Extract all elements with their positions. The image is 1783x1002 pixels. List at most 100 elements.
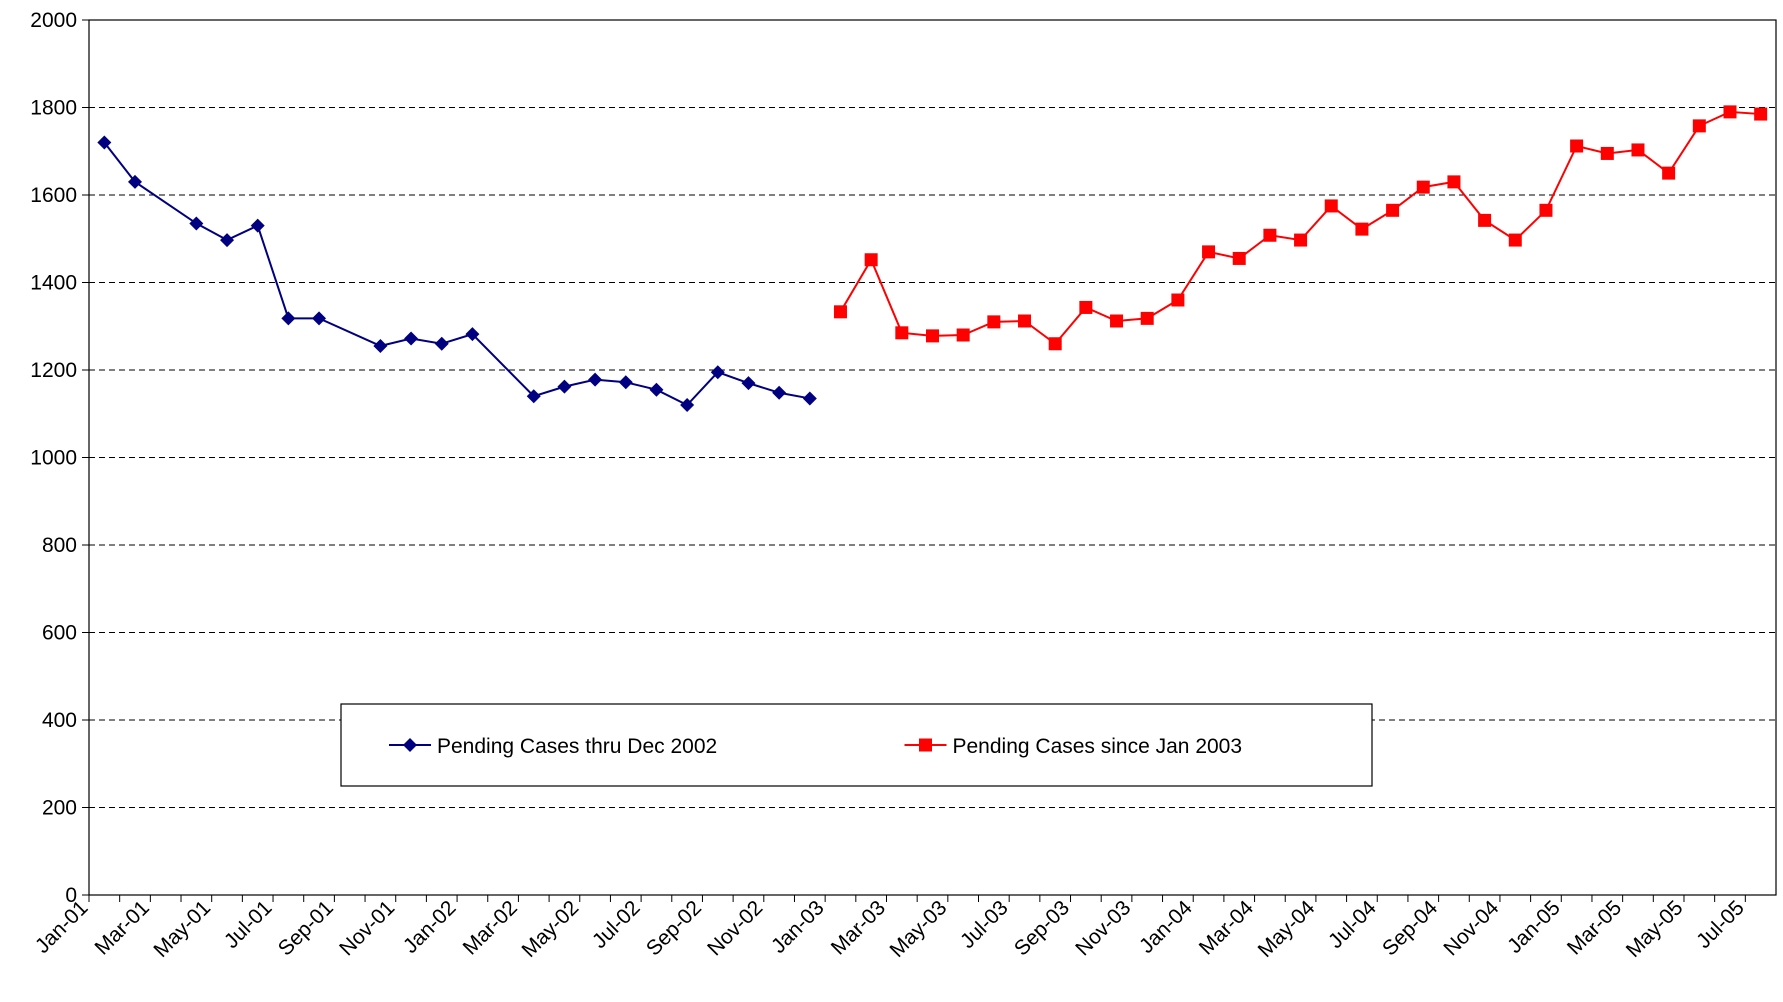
x-tick-label: Jan-05 bbox=[1503, 896, 1565, 958]
y-tick-label: 200 bbox=[42, 797, 77, 820]
x-tick-label: May-02 bbox=[518, 896, 584, 962]
data-point bbox=[373, 338, 388, 353]
data-point bbox=[833, 305, 847, 319]
data-point bbox=[526, 389, 541, 404]
data-point bbox=[434, 336, 449, 351]
x-tick-label: Jan-04 bbox=[1135, 896, 1197, 958]
data-point bbox=[250, 218, 265, 233]
x-tick-label: Nov-02 bbox=[703, 896, 767, 960]
y-tick-label: 600 bbox=[42, 622, 77, 645]
data-point bbox=[1263, 228, 1277, 242]
x-tick-label: Nov-03 bbox=[1071, 896, 1135, 960]
data-point bbox=[189, 216, 204, 231]
y-tick-label: 1600 bbox=[30, 184, 77, 207]
x-tick-label: Mar-01 bbox=[91, 896, 154, 959]
legend-box bbox=[340, 703, 1373, 787]
legend: Pending Cases thru Dec 2002 Pending Cases… bbox=[340, 703, 1373, 787]
x-tick-label: Sep-03 bbox=[1010, 896, 1074, 960]
data-point bbox=[1079, 300, 1093, 314]
data-point bbox=[1416, 180, 1430, 194]
data-point bbox=[557, 379, 572, 394]
x-tick-label: Nov-01 bbox=[335, 896, 399, 960]
data-point bbox=[1171, 293, 1185, 307]
x-tick-label: Jul-02 bbox=[588, 896, 645, 953]
data-point bbox=[1202, 245, 1216, 259]
legend-label: Pending Cases thru Dec 2002 bbox=[437, 735, 717, 758]
data-point bbox=[1662, 166, 1676, 180]
data-point bbox=[1692, 119, 1706, 133]
data-point bbox=[1478, 213, 1492, 227]
data-point bbox=[864, 253, 878, 267]
data-point bbox=[1048, 337, 1062, 351]
x-tick-label: May-01 bbox=[149, 896, 215, 962]
x-tick-label: Jan-02 bbox=[399, 896, 461, 958]
y-tick-label: 1400 bbox=[30, 272, 77, 295]
y-tick-label: 2000 bbox=[30, 9, 77, 32]
legend-marker bbox=[919, 738, 932, 752]
data-point bbox=[1631, 143, 1645, 157]
x-tick-label: May-03 bbox=[886, 896, 952, 962]
data-point bbox=[465, 327, 480, 342]
x-tick-label: Mar-03 bbox=[827, 896, 890, 959]
data-point bbox=[1723, 105, 1737, 119]
data-point bbox=[649, 382, 664, 397]
data-point bbox=[128, 174, 143, 189]
x-tick-label: Jul-05 bbox=[1692, 896, 1749, 953]
series-line bbox=[839, 110, 1761, 346]
data-point bbox=[1570, 139, 1584, 153]
x-tick-label: Jan-01 bbox=[31, 896, 93, 958]
data-point bbox=[281, 311, 296, 326]
x-tick-label: May-04 bbox=[1254, 896, 1320, 962]
data-point bbox=[404, 331, 419, 346]
data-point bbox=[1110, 314, 1124, 328]
data-point bbox=[1508, 233, 1522, 247]
data-point bbox=[97, 135, 112, 150]
plot-frame bbox=[88, 19, 1777, 896]
y-tick-label: 1800 bbox=[30, 97, 77, 120]
x-tick-label: Mar-04 bbox=[1195, 896, 1259, 960]
data-point bbox=[1754, 107, 1768, 121]
data-point bbox=[1355, 222, 1369, 236]
data-point bbox=[680, 398, 695, 412]
x-tick-label: May-05 bbox=[1622, 896, 1688, 962]
x-tick-label: Mar-05 bbox=[1563, 896, 1626, 959]
data-point bbox=[895, 326, 909, 340]
x-tick-label: Jul-04 bbox=[1324, 896, 1381, 953]
legend-marker bbox=[403, 738, 417, 752]
data-point bbox=[1324, 199, 1338, 213]
data-point bbox=[956, 328, 970, 342]
data-point bbox=[588, 372, 603, 387]
x-tick-label: Nov-04 bbox=[1439, 896, 1503, 960]
data-point bbox=[1386, 203, 1400, 217]
y-tick-label: 1000 bbox=[30, 447, 77, 470]
data-point bbox=[1600, 146, 1614, 160]
x-tick-label: Sep-02 bbox=[642, 896, 706, 960]
data-point bbox=[987, 315, 1001, 329]
data-point bbox=[1232, 251, 1246, 265]
data-point bbox=[618, 375, 633, 390]
x-tick-label: Sep-01 bbox=[274, 896, 338, 960]
data-point bbox=[741, 376, 756, 391]
data-point bbox=[1294, 233, 1308, 247]
data-point bbox=[1539, 203, 1553, 217]
x-tick-label: Sep-04 bbox=[1378, 896, 1442, 960]
data-point bbox=[802, 391, 817, 406]
x-tick-label: Jul-03 bbox=[956, 896, 1013, 953]
legend-label: Pending Cases since Jan 2003 bbox=[953, 735, 1243, 758]
y-tick-label: 0 bbox=[65, 884, 77, 907]
data-point bbox=[772, 385, 787, 400]
y-tick-label: 1200 bbox=[30, 359, 77, 382]
data-point bbox=[1140, 311, 1154, 325]
data-point bbox=[220, 233, 235, 248]
data-point bbox=[926, 329, 939, 343]
data-point bbox=[1447, 175, 1461, 189]
x-tick-label: Jul-01 bbox=[220, 896, 277, 953]
data-point bbox=[312, 311, 327, 326]
y-tick-label: 400 bbox=[42, 709, 77, 732]
data-point bbox=[1018, 314, 1032, 328]
data-point bbox=[710, 365, 725, 380]
y-tick-label: 800 bbox=[42, 534, 77, 557]
x-tick-label: Jan-03 bbox=[767, 896, 829, 958]
x-tick-label: Mar-02 bbox=[459, 896, 522, 959]
